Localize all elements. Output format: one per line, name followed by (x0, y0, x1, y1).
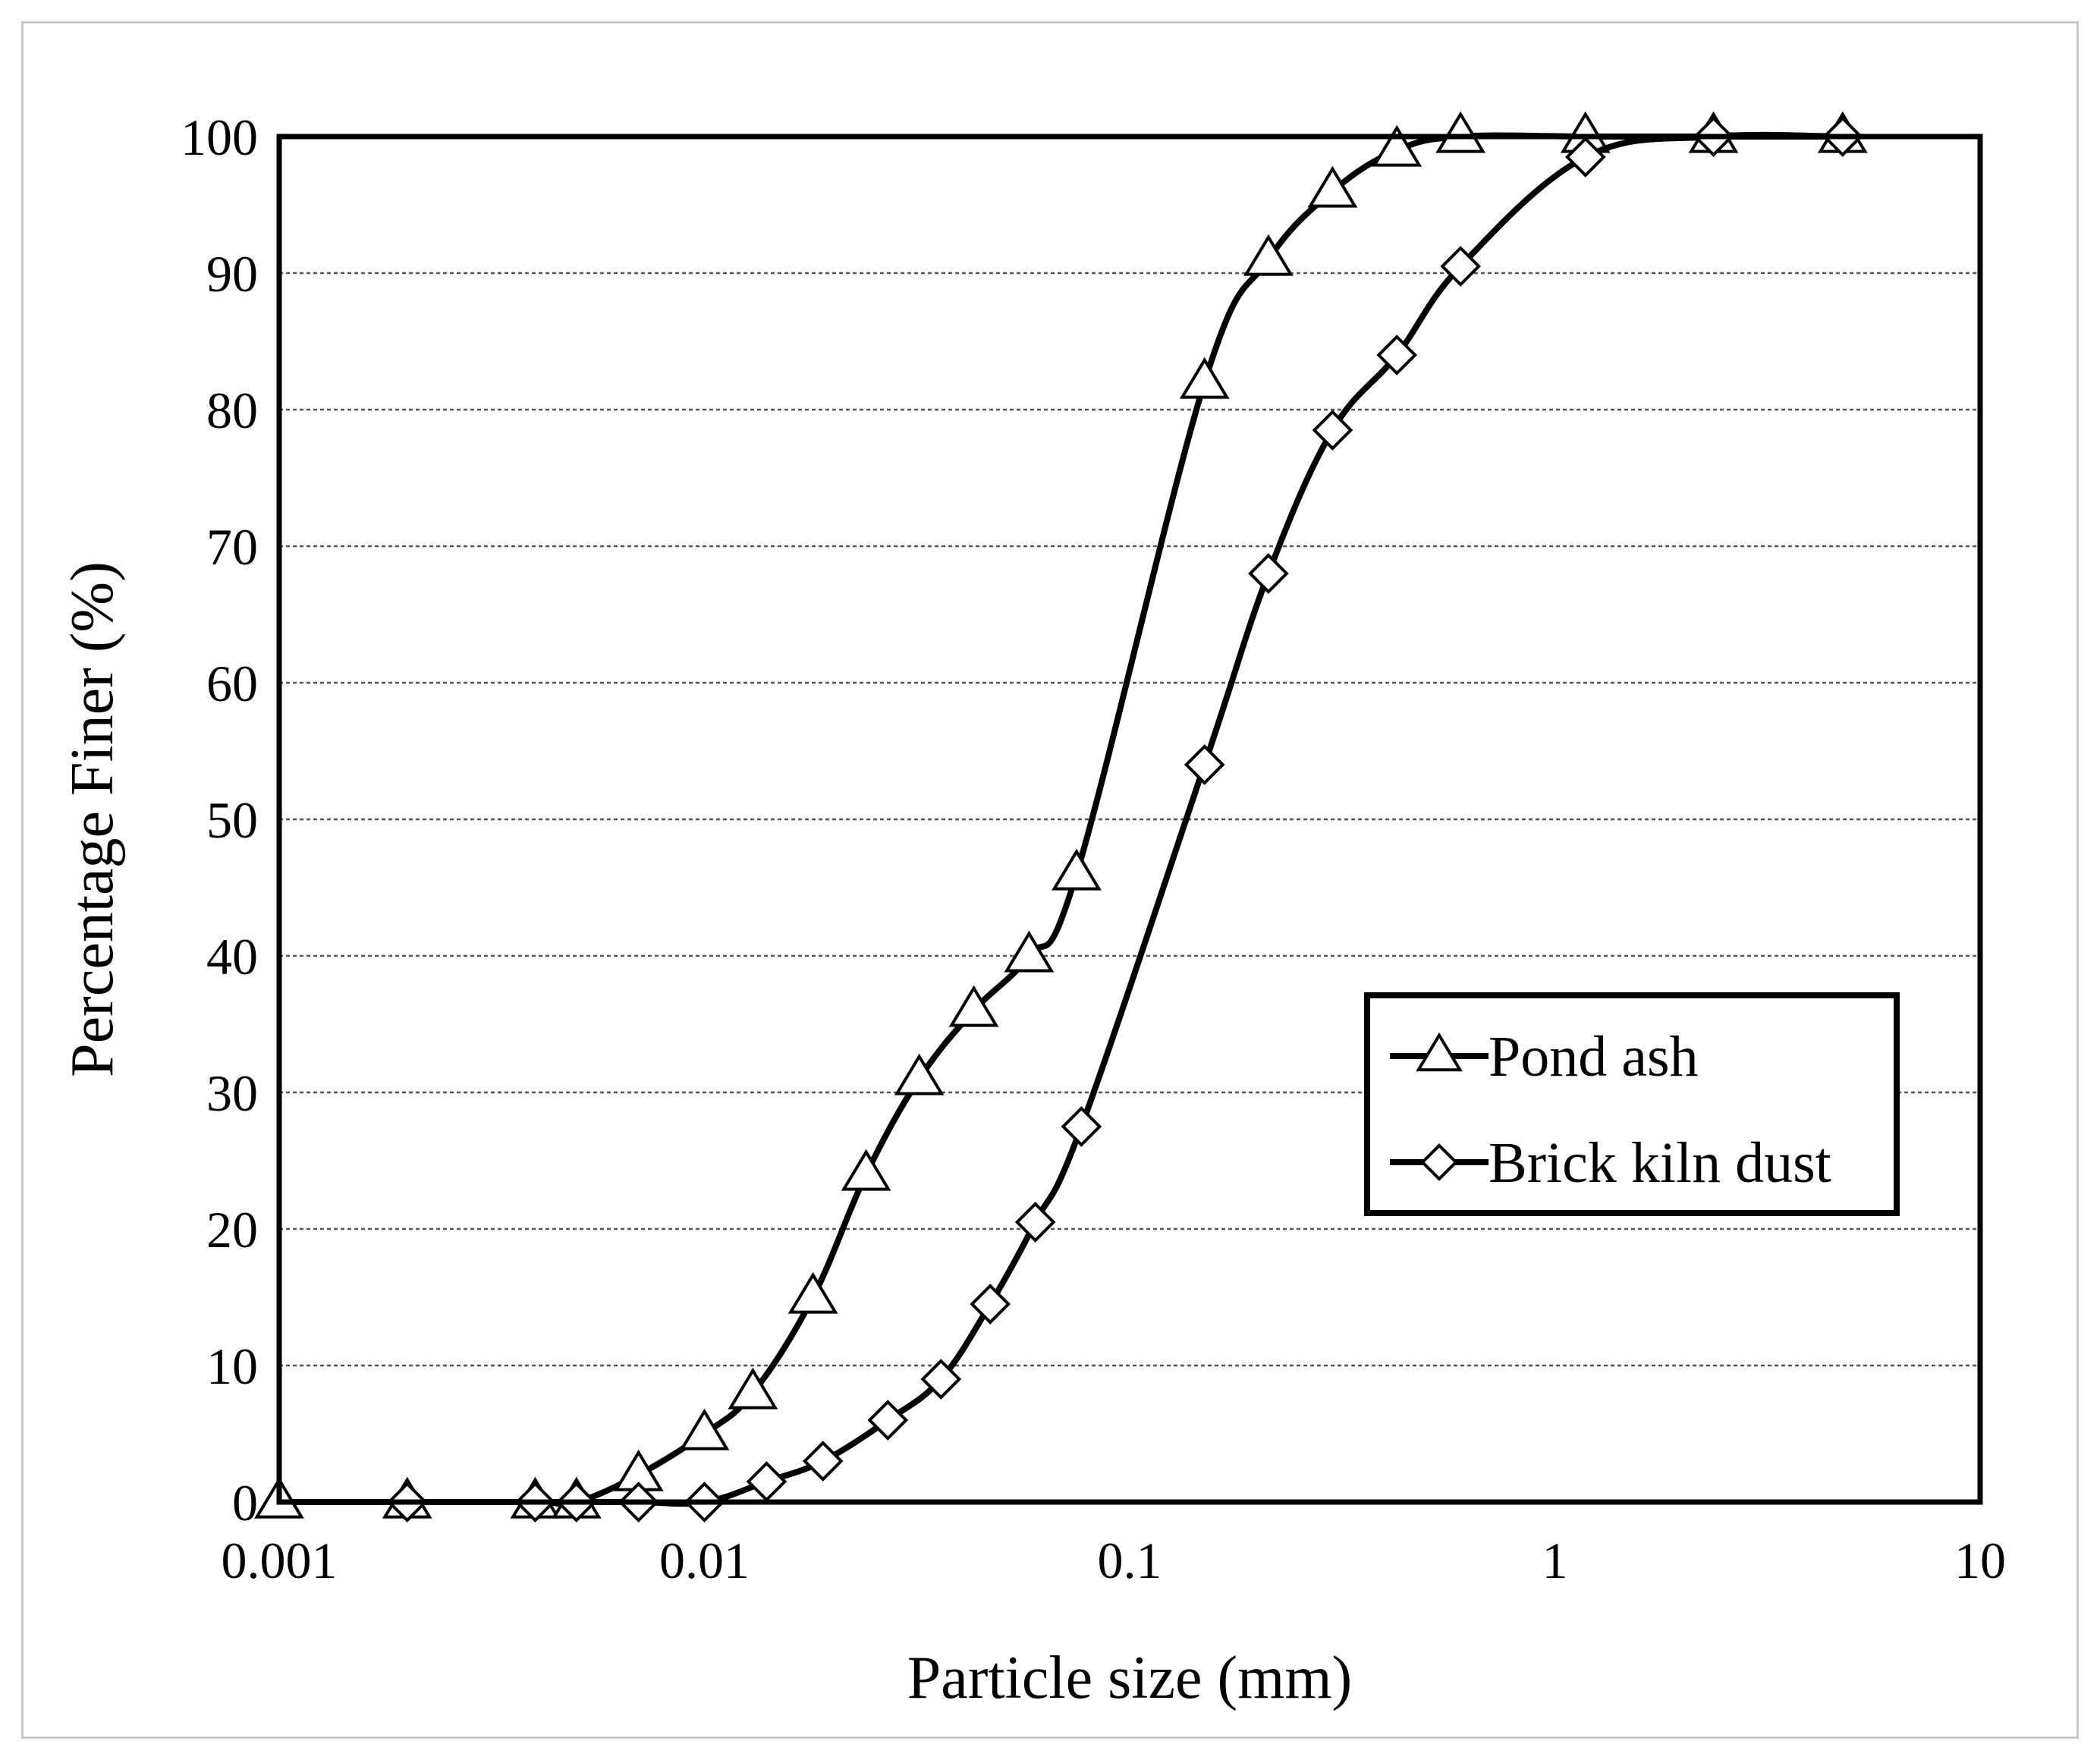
triangle-marker (948, 985, 999, 1027)
triangle-marker (841, 1149, 891, 1191)
chart-frame (21, 21, 2079, 1739)
diamond-marker (802, 1441, 844, 1482)
plot-area-border (276, 134, 1983, 1505)
y-axis-title: Percentage Finer (%) (59, 561, 126, 1077)
diamond-marker (1564, 137, 1606, 178)
x-tick-label: 10 (1954, 1532, 2006, 1589)
series-pond-ash (254, 111, 1868, 1519)
diamond-marker (1061, 1106, 1102, 1147)
y-tick-label: 100 (181, 108, 258, 166)
y-tick-label: 20 (206, 1201, 258, 1259)
diamond-marker (1248, 553, 1289, 594)
legend-label: Brick kiln dust (1489, 1131, 1831, 1195)
y-tick-label: 50 (206, 791, 258, 849)
x-tick-label: 1 (1542, 1532, 1568, 1589)
diamond-marker (867, 1400, 909, 1441)
triangle-marker (1179, 357, 1230, 399)
x-tick-label: 0.01 (659, 1532, 750, 1589)
diamond-marker (1312, 410, 1353, 451)
y-tick-label: 60 (206, 655, 258, 712)
y-tick-label: 40 (206, 928, 258, 985)
y-tick-label: 80 (206, 382, 258, 439)
y-tick-labels: 0 10 20 30 40 50 60 70 80 90 100 (181, 108, 258, 1532)
triangle-marker (788, 1271, 838, 1314)
y-tick-label: 30 (206, 1064, 258, 1122)
triangle-marker (1307, 165, 1358, 208)
y-tick-label: 10 (206, 1337, 258, 1395)
series-layer (254, 111, 1868, 1523)
diamond-marker (1440, 246, 1481, 287)
y-tick-label: 90 (206, 245, 258, 303)
x-tick-label: 0.001 (222, 1532, 338, 1589)
triangle-marker (1435, 111, 1486, 153)
legend-box (1364, 992, 1900, 1216)
legend: Pond ash Brick kiln dust (1364, 992, 1900, 1216)
diamond-marker (920, 1359, 962, 1400)
triangle-marker (894, 1053, 945, 1095)
x-axis-title: Particle size (mm) (907, 1645, 1352, 1711)
y-tick-label: 0 (232, 1474, 258, 1532)
diamond-marker (1376, 335, 1418, 376)
diamond-marker (746, 1461, 788, 1502)
diamond-marker (1014, 1202, 1056, 1243)
x-tick-label: 0.1 (1098, 1532, 1162, 1589)
y-tick-label: 70 (206, 518, 258, 576)
legend-label: Pond ash (1489, 1025, 1699, 1089)
diamond-marker (970, 1284, 1011, 1325)
diamond-marker (1184, 744, 1225, 785)
triangle-marker (1416, 1032, 1463, 1072)
triangle-marker (1372, 124, 1423, 167)
x-tick-labels: 0.001 0.01 0.1 1 10 (222, 1532, 2007, 1589)
triangle-marker (728, 1367, 778, 1410)
triangle-marker (1243, 234, 1294, 276)
triangle-marker (1004, 930, 1055, 973)
triangle-marker (679, 1408, 730, 1450)
diamond-marker (1420, 1143, 1458, 1181)
triangle-marker (1052, 848, 1102, 891)
